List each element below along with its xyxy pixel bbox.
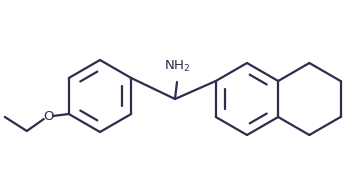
Text: O: O bbox=[43, 111, 54, 123]
Text: NH$_2$: NH$_2$ bbox=[164, 59, 190, 74]
